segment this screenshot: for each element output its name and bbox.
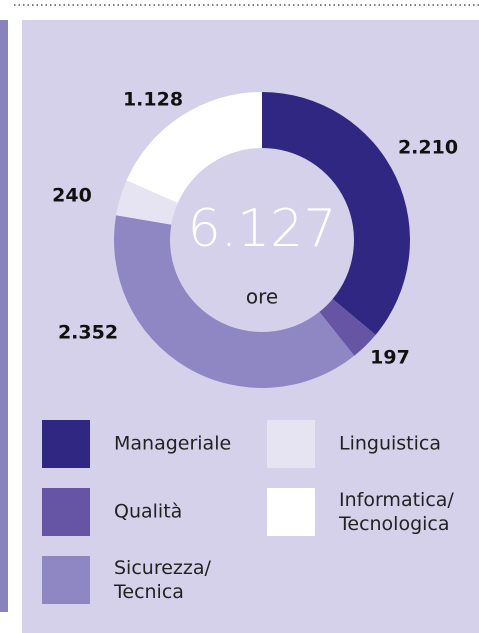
data-label: 197 <box>370 347 410 369</box>
data-label: 2.210 <box>398 137 458 159</box>
legend-swatch <box>267 420 315 468</box>
legend-swatch <box>267 488 315 536</box>
legend-label: Linguistica <box>339 433 441 455</box>
donut-slice <box>126 92 262 203</box>
data-label: 240 <box>52 185 92 207</box>
legend-swatch <box>42 488 90 536</box>
unit-label: ore <box>246 285 278 309</box>
legend-swatch <box>42 556 90 604</box>
total-label: 6.127 <box>188 199 337 259</box>
donut-slice <box>114 215 355 388</box>
legend-label: Manageriale <box>114 433 231 455</box>
data-label: 1.128 <box>123 89 183 111</box>
donut-slice <box>262 92 411 335</box>
legend-label: Qualità <box>114 501 182 523</box>
side-strip <box>0 20 8 612</box>
legend-swatch <box>42 420 90 468</box>
donut-slice <box>319 298 376 356</box>
donut-slice <box>116 180 178 225</box>
legend-label: Sicurezza/Tecnica <box>113 557 212 603</box>
legend-label: Informatica/Tecnologica <box>338 489 454 535</box>
data-label: 2.352 <box>58 322 118 344</box>
